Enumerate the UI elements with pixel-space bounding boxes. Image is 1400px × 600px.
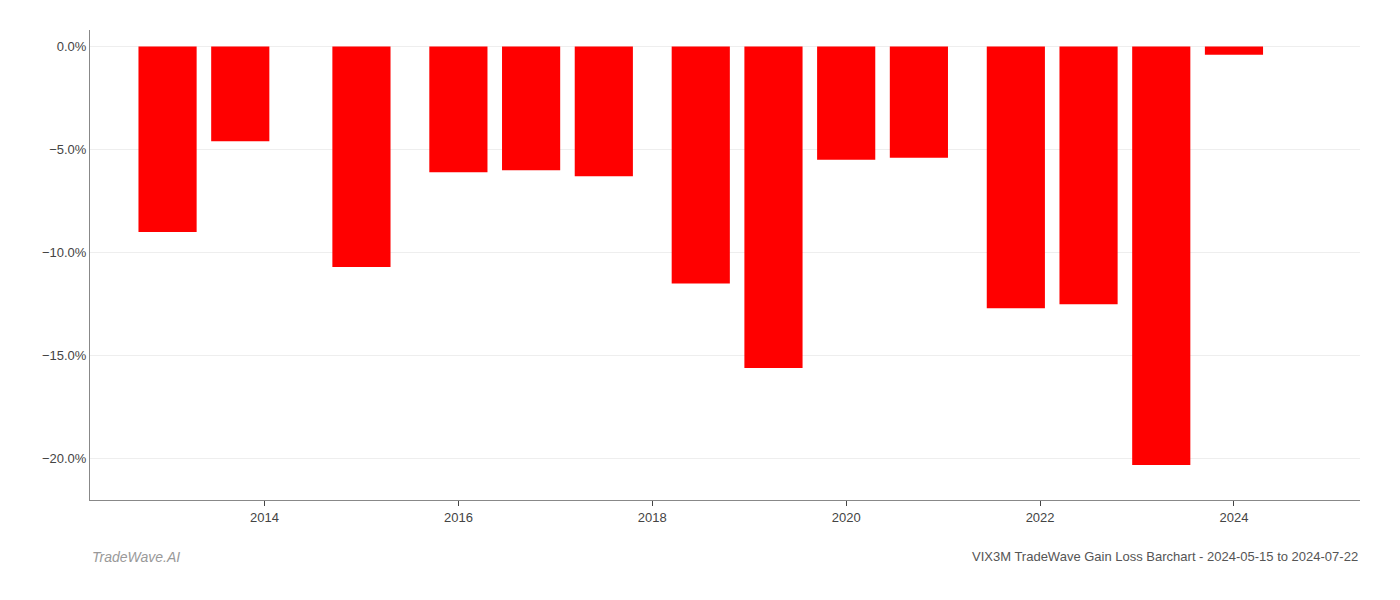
- svg-text:2018: 2018: [638, 510, 667, 525]
- svg-text:2020: 2020: [832, 510, 861, 525]
- svg-text:2016: 2016: [444, 510, 473, 525]
- svg-text:−10.0%: −10.0%: [42, 245, 87, 260]
- svg-text:2022: 2022: [1026, 510, 1055, 525]
- svg-text:VIX3M TradeWave Gain Loss Barc: VIX3M TradeWave Gain Loss Barchart - 202…: [972, 549, 1358, 564]
- svg-text:TradeWave.AI: TradeWave.AI: [92, 549, 180, 565]
- svg-text:2014: 2014: [250, 510, 279, 525]
- svg-text:−15.0%: −15.0%: [42, 348, 87, 363]
- svg-text:−5.0%: −5.0%: [49, 142, 87, 157]
- svg-text:0.0%: 0.0%: [57, 39, 87, 54]
- svg-text:2024: 2024: [1220, 510, 1249, 525]
- svg-text:−20.0%: −20.0%: [42, 451, 87, 466]
